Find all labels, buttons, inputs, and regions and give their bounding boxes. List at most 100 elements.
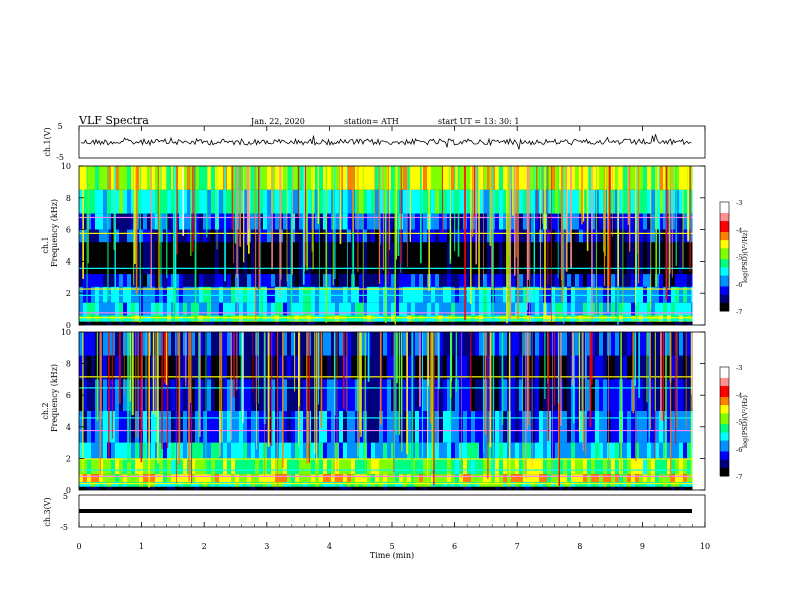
spectrogram-cell xyxy=(623,242,628,275)
spectrogram-cell xyxy=(639,286,644,303)
spectrogram-cell xyxy=(255,482,260,487)
spectrogram-cell xyxy=(511,355,516,380)
spectrogram-cell xyxy=(467,442,472,459)
spectrogram-cell xyxy=(667,482,672,487)
spectrogram-cell xyxy=(163,482,168,487)
spectrogram-cell xyxy=(267,213,272,230)
spectrogram-cell xyxy=(303,458,308,475)
spectrogram-cell xyxy=(563,213,568,230)
spectrogram-cell xyxy=(155,302,160,316)
spectrogram-cell xyxy=(147,242,152,275)
spectrogram-cell xyxy=(271,229,276,243)
spectrogram-cell xyxy=(575,486,580,490)
spectrogram-cell xyxy=(503,355,508,380)
spectrogram-cell xyxy=(83,302,88,316)
spectrogram-cell xyxy=(203,486,208,490)
spectrogram-cell xyxy=(99,242,104,275)
spectrogram-cell xyxy=(187,229,192,243)
spectrogram-cell xyxy=(423,486,428,490)
spectrogram-cell xyxy=(519,213,524,230)
spectrogram-cell xyxy=(495,474,500,483)
spectrogram-cell xyxy=(203,411,208,443)
spectrogram-cell xyxy=(291,321,296,325)
spectrogram-cell xyxy=(683,213,688,230)
xtick-label: 9 xyxy=(640,542,645,551)
spectrogram-cell xyxy=(263,458,268,475)
spectrogram-cell xyxy=(267,229,272,243)
spectrogram-cell xyxy=(587,474,592,483)
spectrogram-cell xyxy=(471,482,476,487)
spectrogram-cell xyxy=(111,321,116,325)
sferic-streak xyxy=(635,332,637,462)
spectrogram-cell xyxy=(443,474,448,483)
spectrogram-cell xyxy=(631,411,636,443)
spectrogram-cell xyxy=(319,302,324,316)
spectrogram-cell xyxy=(375,355,380,380)
spectrogram-cell xyxy=(507,321,512,325)
spectrogram-cell xyxy=(659,286,664,303)
spectrogram-cell xyxy=(475,355,480,380)
spectrogram-cell xyxy=(99,213,104,230)
spectrogram-cell xyxy=(655,482,660,487)
spectrogram-cell xyxy=(339,242,344,275)
spectrogram-cell xyxy=(415,379,420,411)
spectrogram-cell xyxy=(395,213,400,230)
spectrogram-cell xyxy=(627,458,632,475)
spectrogram-cell xyxy=(263,286,268,303)
spectrogram-cell xyxy=(495,332,500,356)
spectrogram-cell xyxy=(435,286,440,303)
spectrogram-cell xyxy=(171,411,176,443)
spectrogram-cell xyxy=(659,166,664,190)
spectrogram-cell xyxy=(607,321,612,325)
spectrogram-cell xyxy=(443,229,448,243)
spectrogram-cell xyxy=(555,302,560,316)
spectrogram-cell xyxy=(111,213,116,230)
spectrogram-cell xyxy=(291,302,296,316)
spectrogram-cell xyxy=(523,332,528,356)
sferic-streak xyxy=(188,332,190,482)
spectrogram-cell xyxy=(583,458,588,475)
spectrogram-cell xyxy=(467,482,472,487)
spectrogram-cell xyxy=(155,321,160,325)
spectrogram-cell xyxy=(623,332,628,356)
spectrogram-cell xyxy=(575,411,580,443)
spectrogram-cell xyxy=(191,411,196,443)
spectrogram-cell xyxy=(187,315,192,322)
spectrogram-cell xyxy=(631,229,636,243)
spectrogram-cell xyxy=(511,229,516,243)
ch1-channel-label: ch.1 xyxy=(41,236,50,253)
spectrogram-cell xyxy=(387,458,392,475)
spectrogram-cell xyxy=(475,189,480,214)
spectrogram-cell xyxy=(495,486,500,490)
spectrogram-cell xyxy=(519,442,524,459)
spectrogram-cell xyxy=(391,229,396,243)
spectrogram-cell xyxy=(299,355,304,380)
spectrogram-cell xyxy=(191,302,196,316)
xtick-label: 1 xyxy=(139,542,144,551)
spectrogram-cell xyxy=(487,315,492,322)
spectrogram-cell xyxy=(499,486,504,490)
spectrogram-cell xyxy=(687,411,692,443)
spectrogram-cell xyxy=(115,458,120,475)
spectrogram-cell xyxy=(623,213,628,230)
spectrogram-cell xyxy=(563,166,568,190)
spectrogram-cell xyxy=(251,458,256,475)
spectrogram-cell xyxy=(563,274,568,287)
sferic-streak xyxy=(637,166,640,284)
spectrogram-cell xyxy=(543,442,548,459)
spectrogram-cell xyxy=(359,166,364,190)
spectrogram-cell xyxy=(275,166,280,190)
spectrogram-cell xyxy=(175,321,180,325)
spectrogram-cell xyxy=(319,482,324,487)
spectrogram-cell xyxy=(591,355,596,380)
spectrogram-cell xyxy=(519,458,524,475)
colorbar-cell xyxy=(720,294,729,298)
spectrogram-cell xyxy=(315,166,320,190)
spectrogram-cell xyxy=(367,286,372,303)
spectrogram-cell xyxy=(407,189,412,214)
spectrogram-cell xyxy=(359,482,364,487)
sferic-streak xyxy=(527,166,529,280)
spectrogram-cell xyxy=(455,229,460,243)
spectrogram-cell xyxy=(539,458,544,475)
sferic-streak xyxy=(544,166,546,319)
